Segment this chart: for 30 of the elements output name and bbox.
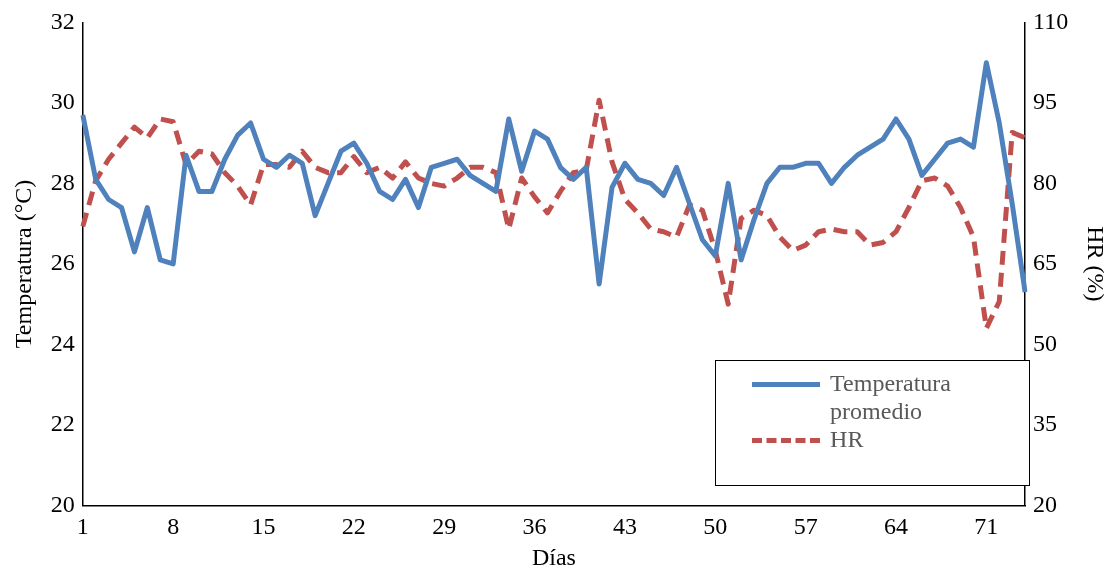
legend-label: Temperatura promedio — [830, 369, 952, 426]
y-axis-title: Temperatura (°C) — [9, 179, 36, 349]
y-tick-label: 24 — [50, 329, 75, 356]
y-tick-label: 30 — [50, 88, 75, 115]
y-tick-label: 28 — [50, 168, 75, 195]
y-tick-label: 22 — [50, 410, 75, 437]
y2-axis-title: HR (%) — [1083, 226, 1110, 302]
x-tick-label: 1 — [76, 513, 89, 540]
y2-tick-label: 35 — [1033, 410, 1058, 437]
y-tick-label: 26 — [50, 249, 75, 276]
x-axis-title: Días — [531, 543, 576, 570]
x-tick-label: 64 — [884, 513, 909, 540]
x-tick-label: 71 — [974, 513, 999, 540]
y-tick-label: 20 — [50, 490, 75, 517]
y2-tick-label: 110 — [1033, 7, 1069, 34]
y2-tick-label: 20 — [1033, 490, 1058, 517]
x-tick-label: 22 — [341, 513, 366, 540]
legend-label: HR — [830, 425, 864, 454]
y2-tick-label: 65 — [1033, 249, 1058, 276]
x-tick-label: 43 — [612, 513, 637, 540]
x-tick-label: 29 — [432, 513, 457, 540]
y2-tick-label: 50 — [1033, 329, 1058, 356]
y-tick-label: 32 — [50, 7, 75, 34]
x-tick-label: 15 — [251, 513, 276, 540]
y2-tick-label: 95 — [1033, 88, 1058, 115]
x-tick-label: 57 — [793, 513, 818, 540]
y2-tick-label: 80 — [1033, 168, 1058, 195]
x-tick-label: 50 — [703, 513, 728, 540]
x-tick-label: 8 — [167, 513, 180, 540]
x-tick-label: 36 — [522, 513, 547, 540]
